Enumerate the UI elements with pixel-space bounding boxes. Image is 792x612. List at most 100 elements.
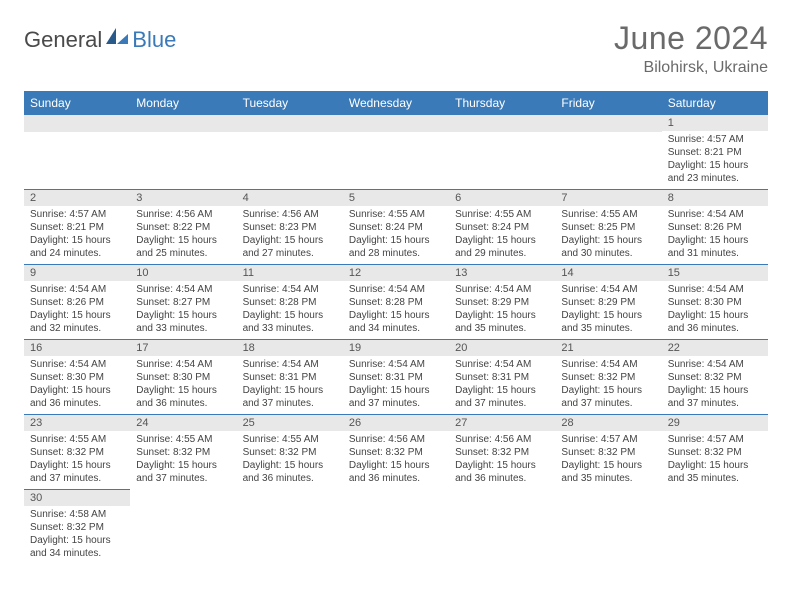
day-cell xyxy=(130,115,236,190)
daylight-line: Daylight: 15 hours and 27 minutes. xyxy=(243,234,337,260)
day-cell xyxy=(662,490,768,565)
day-number: 11 xyxy=(237,265,343,281)
day-number: 22 xyxy=(662,340,768,356)
day-cell: 26Sunrise: 4:56 AMSunset: 8:32 PMDayligh… xyxy=(343,415,449,490)
day-details: Sunrise: 4:54 AMSunset: 8:31 PMDaylight:… xyxy=(449,356,555,414)
day-details: Sunrise: 4:56 AMSunset: 8:32 PMDaylight:… xyxy=(343,431,449,489)
daylight-line: Daylight: 15 hours and 30 minutes. xyxy=(561,234,655,260)
day-details: Sunrise: 4:55 AMSunset: 8:32 PMDaylight:… xyxy=(24,431,130,489)
day-details: Sunrise: 4:55 AMSunset: 8:25 PMDaylight:… xyxy=(555,206,661,264)
empty-day-header xyxy=(237,115,343,132)
day-details: Sunrise: 4:57 AMSunset: 8:21 PMDaylight:… xyxy=(662,131,768,189)
day-details: Sunrise: 4:54 AMSunset: 8:29 PMDaylight:… xyxy=(449,281,555,339)
day-number: 8 xyxy=(662,190,768,206)
daylight-line: Daylight: 15 hours and 36 minutes. xyxy=(30,384,124,410)
day-details: Sunrise: 4:54 AMSunset: 8:30 PMDaylight:… xyxy=(130,356,236,414)
day-cell xyxy=(237,490,343,565)
daylight-line: Daylight: 15 hours and 23 minutes. xyxy=(668,159,762,185)
sunset-line: Sunset: 8:30 PM xyxy=(30,371,124,384)
day-cell: 10Sunrise: 4:54 AMSunset: 8:27 PMDayligh… xyxy=(130,265,236,340)
day-number: 27 xyxy=(449,415,555,431)
sunrise-line: Sunrise: 4:54 AM xyxy=(349,283,443,296)
day-header: Thursday xyxy=(449,91,555,115)
sunrise-line: Sunrise: 4:55 AM xyxy=(349,208,443,221)
sunset-line: Sunset: 8:31 PM xyxy=(455,371,549,384)
sail-icon xyxy=(104,26,130,53)
day-details: Sunrise: 4:54 AMSunset: 8:26 PMDaylight:… xyxy=(24,281,130,339)
day-cell xyxy=(343,115,449,190)
sunset-line: Sunset: 8:21 PM xyxy=(668,146,762,159)
daylight-line: Daylight: 15 hours and 37 minutes. xyxy=(668,384,762,410)
daylight-line: Daylight: 15 hours and 37 minutes. xyxy=(349,384,443,410)
day-cell: 29Sunrise: 4:57 AMSunset: 8:32 PMDayligh… xyxy=(662,415,768,490)
day-number: 29 xyxy=(662,415,768,431)
day-cell xyxy=(555,115,661,190)
sunrise-line: Sunrise: 4:57 AM xyxy=(668,433,762,446)
sunrise-line: Sunrise: 4:54 AM xyxy=(561,283,655,296)
day-cell xyxy=(449,115,555,190)
day-number: 7 xyxy=(555,190,661,206)
daylight-line: Daylight: 15 hours and 36 minutes. xyxy=(136,384,230,410)
sunrise-line: Sunrise: 4:56 AM xyxy=(136,208,230,221)
sunset-line: Sunset: 8:25 PM xyxy=(561,221,655,234)
sunrise-line: Sunrise: 4:54 AM xyxy=(349,358,443,371)
day-number: 5 xyxy=(343,190,449,206)
logo-text-general: General xyxy=(24,27,102,53)
sunrise-line: Sunrise: 4:58 AM xyxy=(30,508,124,521)
daylight-line: Daylight: 15 hours and 24 minutes. xyxy=(30,234,124,260)
day-details: Sunrise: 4:55 AMSunset: 8:32 PMDaylight:… xyxy=(130,431,236,489)
empty-day-header xyxy=(24,115,130,132)
day-number: 25 xyxy=(237,415,343,431)
day-cell xyxy=(449,490,555,565)
sunrise-line: Sunrise: 4:55 AM xyxy=(243,433,337,446)
week-row: 23Sunrise: 4:55 AMSunset: 8:32 PMDayligh… xyxy=(24,415,768,490)
day-number: 28 xyxy=(555,415,661,431)
daylight-line: Daylight: 15 hours and 37 minutes. xyxy=(455,384,549,410)
daylight-line: Daylight: 15 hours and 36 minutes. xyxy=(455,459,549,485)
day-details: Sunrise: 4:54 AMSunset: 8:27 PMDaylight:… xyxy=(130,281,236,339)
daylight-line: Daylight: 15 hours and 33 minutes. xyxy=(136,309,230,335)
day-header: Sunday xyxy=(24,91,130,115)
sunset-line: Sunset: 8:32 PM xyxy=(455,446,549,459)
sunrise-line: Sunrise: 4:57 AM xyxy=(561,433,655,446)
week-row: 9Sunrise: 4:54 AMSunset: 8:26 PMDaylight… xyxy=(24,265,768,340)
day-details: Sunrise: 4:57 AMSunset: 8:32 PMDaylight:… xyxy=(662,431,768,489)
day-cell: 14Sunrise: 4:54 AMSunset: 8:29 PMDayligh… xyxy=(555,265,661,340)
day-cell: 4Sunrise: 4:56 AMSunset: 8:23 PMDaylight… xyxy=(237,190,343,265)
day-details: Sunrise: 4:58 AMSunset: 8:32 PMDaylight:… xyxy=(24,506,130,564)
daylight-line: Daylight: 15 hours and 36 minutes. xyxy=(349,459,443,485)
sunset-line: Sunset: 8:32 PM xyxy=(349,446,443,459)
day-cell: 24Sunrise: 4:55 AMSunset: 8:32 PMDayligh… xyxy=(130,415,236,490)
day-number: 9 xyxy=(24,265,130,281)
week-row: 2Sunrise: 4:57 AMSunset: 8:21 PMDaylight… xyxy=(24,190,768,265)
sunrise-line: Sunrise: 4:56 AM xyxy=(455,433,549,446)
sunset-line: Sunset: 8:32 PM xyxy=(30,521,124,534)
day-details: Sunrise: 4:55 AMSunset: 8:24 PMDaylight:… xyxy=(449,206,555,264)
day-details: Sunrise: 4:54 AMSunset: 8:28 PMDaylight:… xyxy=(343,281,449,339)
day-number: 13 xyxy=(449,265,555,281)
sunrise-line: Sunrise: 4:54 AM xyxy=(136,358,230,371)
day-cell: 3Sunrise: 4:56 AMSunset: 8:22 PMDaylight… xyxy=(130,190,236,265)
day-header: Friday xyxy=(555,91,661,115)
sunrise-line: Sunrise: 4:55 AM xyxy=(561,208,655,221)
sunrise-line: Sunrise: 4:56 AM xyxy=(243,208,337,221)
day-cell: 1Sunrise: 4:57 AMSunset: 8:21 PMDaylight… xyxy=(662,115,768,190)
day-cell: 16Sunrise: 4:54 AMSunset: 8:30 PMDayligh… xyxy=(24,340,130,415)
sunrise-line: Sunrise: 4:54 AM xyxy=(243,283,337,296)
day-number: 24 xyxy=(130,415,236,431)
day-number: 20 xyxy=(449,340,555,356)
daylight-line: Daylight: 15 hours and 34 minutes. xyxy=(30,534,124,560)
day-number: 26 xyxy=(343,415,449,431)
day-cell: 25Sunrise: 4:55 AMSunset: 8:32 PMDayligh… xyxy=(237,415,343,490)
sunrise-line: Sunrise: 4:57 AM xyxy=(668,133,762,146)
daylight-line: Daylight: 15 hours and 29 minutes. xyxy=(455,234,549,260)
sunrise-line: Sunrise: 4:54 AM xyxy=(455,358,549,371)
day-number: 4 xyxy=(237,190,343,206)
day-number: 23 xyxy=(24,415,130,431)
week-row: 16Sunrise: 4:54 AMSunset: 8:30 PMDayligh… xyxy=(24,340,768,415)
daylight-line: Daylight: 15 hours and 31 minutes. xyxy=(668,234,762,260)
day-number: 10 xyxy=(130,265,236,281)
sunset-line: Sunset: 8:31 PM xyxy=(243,371,337,384)
empty-day-header xyxy=(449,115,555,132)
day-header: Tuesday xyxy=(237,91,343,115)
